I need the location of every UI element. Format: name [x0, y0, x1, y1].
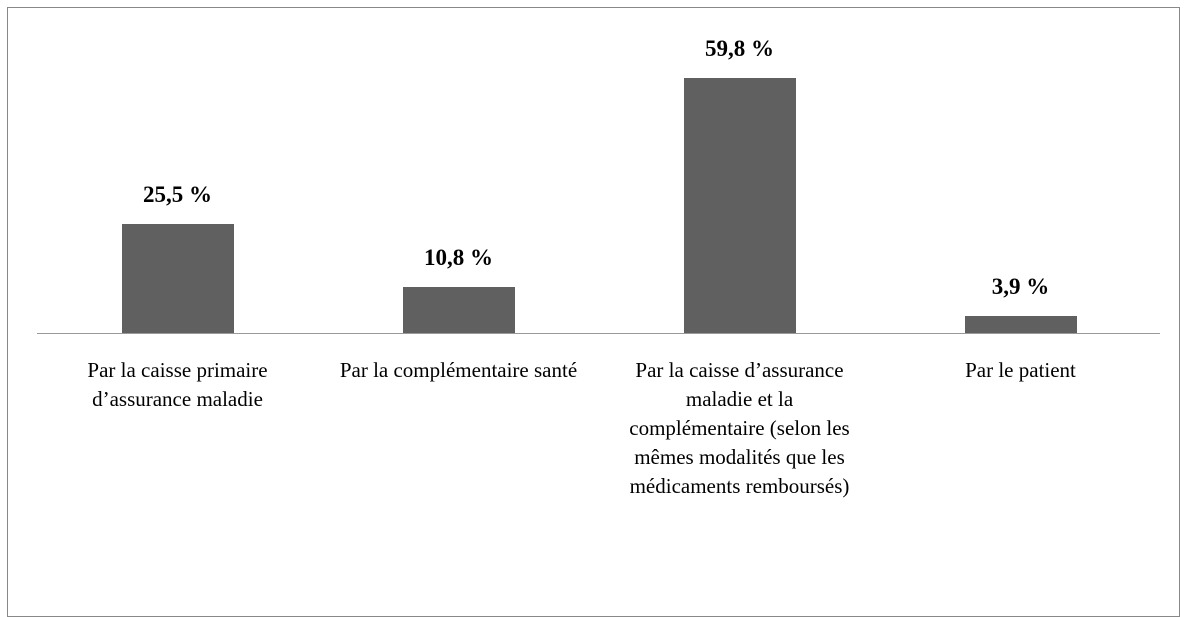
x-axis — [37, 333, 1160, 334]
x-tick-label: Par la complémentaire santé — [339, 358, 578, 382]
page: (() => { const data = JSON.parse(documen… — [7, 7, 1180, 617]
x-tick-label: Par la caisse d’assurance maladie et la … — [629, 358, 850, 498]
data-label: 25,5 % — [143, 182, 212, 208]
data-label: 59,8 % — [705, 36, 774, 61]
data-label: 3,9 % — [991, 274, 1050, 300]
bar — [121, 224, 234, 333]
bar — [683, 78, 796, 333]
data-label: 10,8 % — [424, 244, 493, 270]
x-tick-label: Par le patient — [965, 358, 1076, 382]
bar — [402, 286, 515, 333]
x-tick-label: Par la caisse primaire d’assurance malad… — [87, 358, 268, 411]
bar — [964, 316, 1077, 333]
